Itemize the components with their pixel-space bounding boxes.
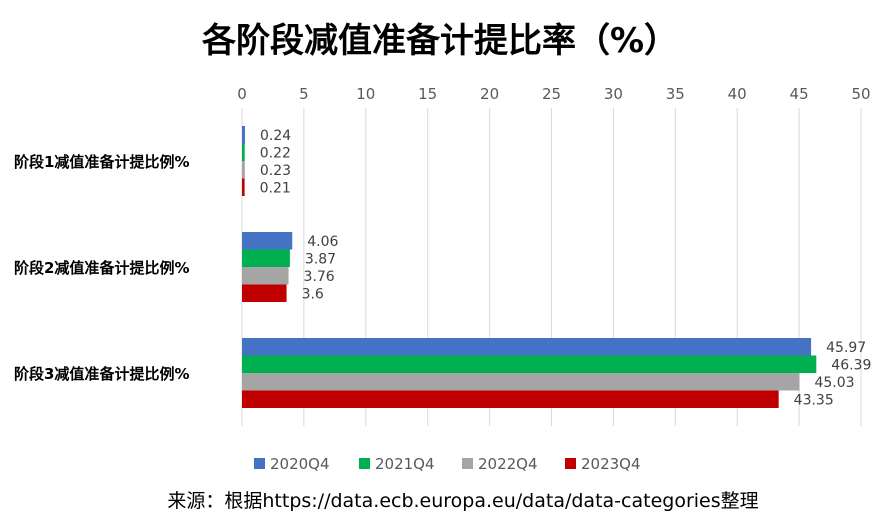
category-label: 阶段2减值准备计提比例% <box>14 259 189 277</box>
x-tick-label: 40 <box>728 85 747 103</box>
data-label: 3.76 <box>304 269 335 285</box>
legend-label: 2023Q4 <box>581 455 641 473</box>
legend-swatch <box>359 458 370 469</box>
category-label: 阶段3减值准备计提比例% <box>14 365 189 383</box>
x-tick-label: 30 <box>604 85 623 103</box>
data-label: 43.35 <box>794 392 834 408</box>
chart-title: 各阶段减值准备计提比率（%） <box>202 21 678 61</box>
data-label: 45.03 <box>814 375 854 391</box>
bar-2020Q4-1 <box>242 126 245 144</box>
legend-label: 2022Q4 <box>478 455 538 473</box>
data-label: 46.39 <box>831 357 871 373</box>
x-tick-label: 20 <box>480 85 499 103</box>
x-tick-label: 45 <box>790 85 809 103</box>
data-label: 3.6 <box>302 286 324 302</box>
bar-2023Q4-3 <box>242 390 779 408</box>
bar-2023Q4-1 <box>242 178 245 196</box>
data-labels: 0.240.22 0.230.21 4.063.87 3.763.6 45.9746.3… <box>260 128 872 409</box>
x-tick-label: 50 <box>851 85 870 103</box>
bar-2022Q4-1 <box>242 161 245 179</box>
data-label: 4.06 <box>307 234 338 250</box>
source-note: 来源：根据https://data.ecb.europa.eu/data/dat… <box>167 490 758 512</box>
bar-2020Q4-2 <box>242 232 293 250</box>
data-label: 45.97 <box>826 340 866 356</box>
bar-2022Q4-3 <box>242 373 800 391</box>
legend-swatch <box>254 458 265 469</box>
x-axis-ticks: 0 5 10 15 20 25 30 35 40 45 50 <box>237 85 870 103</box>
bar-2021Q4-3 <box>242 355 817 373</box>
bars <box>242 126 817 408</box>
bar-2021Q4-2 <box>242 249 290 267</box>
legend: 2020Q4 2021Q4 2022Q4 2023Q4 <box>254 455 641 473</box>
bar-2022Q4-2 <box>242 267 289 285</box>
legend-swatch <box>565 458 576 469</box>
legend-label: 2020Q4 <box>270 455 330 473</box>
category-label: 阶段1减值准备计提比例% <box>14 153 189 171</box>
data-label: 0.21 <box>260 180 291 196</box>
legend-label: 2021Q4 <box>375 455 435 473</box>
bar-2020Q4-3 <box>242 338 812 356</box>
data-label: 3.87 <box>305 251 336 267</box>
category-labels: 阶段1减值准备计提比例% 阶段2减值准备计提比例% 阶段3减值准备计提比例% <box>14 153 189 383</box>
legend-swatch <box>462 458 473 469</box>
x-tick-label: 25 <box>542 85 561 103</box>
x-tick-label: 10 <box>356 85 375 103</box>
bar-2023Q4-2 <box>242 284 287 302</box>
data-label: 0.23 <box>260 163 291 179</box>
x-tick-label: 35 <box>666 85 685 103</box>
data-label: 0.24 <box>260 128 291 144</box>
x-tick-label: 15 <box>418 85 437 103</box>
bar-2021Q4-1 <box>242 143 245 161</box>
data-label: 0.22 <box>260 145 291 161</box>
x-tick-label: 0 <box>237 85 247 103</box>
x-tick-label: 5 <box>299 85 309 103</box>
